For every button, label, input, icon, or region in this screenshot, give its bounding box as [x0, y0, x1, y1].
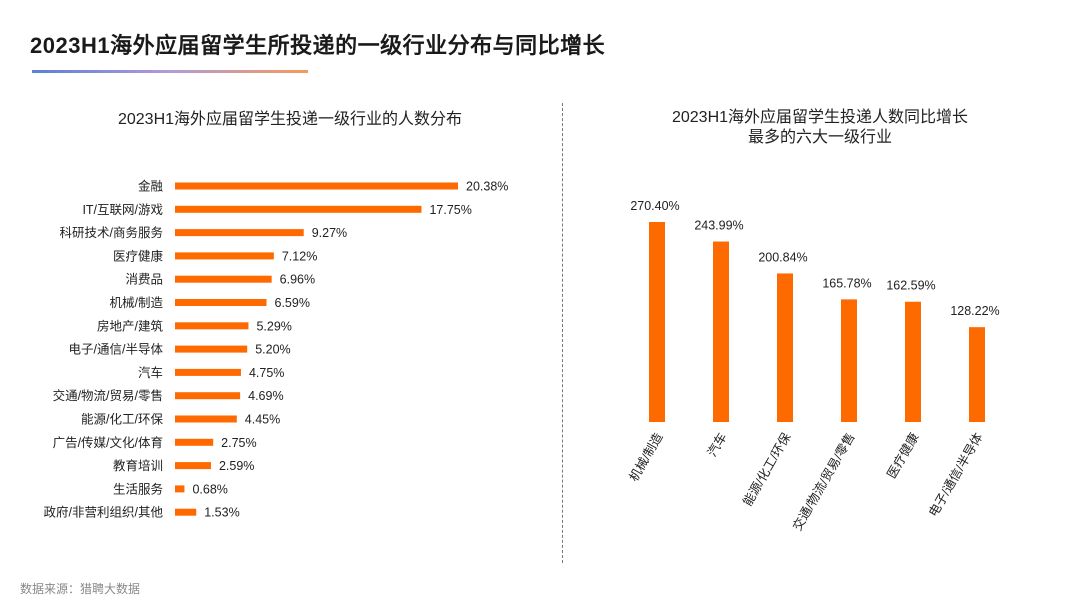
category-label: 生活服务 [113, 481, 163, 496]
category-label: 医疗健康 [113, 248, 164, 263]
data-label: 5.20% [255, 343, 290, 357]
bar [175, 415, 237, 423]
data-label: 7.12% [282, 249, 317, 263]
category-label: 房地产/建筑 [97, 318, 163, 333]
data-label: 9.27% [312, 226, 347, 240]
bar [175, 205, 422, 213]
data-label: 162.59% [886, 279, 935, 293]
industry-distribution-chart: 金融 20.38% IT/互联网/游戏 17.75% 科研技术/商务服务 9.27% 医疗健… [44, 179, 509, 520]
chart-divider [562, 103, 563, 563]
category-label: 政府/非营利组织/其他 [44, 505, 164, 520]
category-label: 汽车 [138, 365, 163, 380]
data-source: 数据来源：猎聘大数据 [20, 582, 141, 596]
data-label: 4.45% [245, 413, 280, 427]
category-label: 教育培训 [113, 458, 163, 473]
bar [175, 368, 241, 376]
category-label: IT/互联网/游戏 [82, 203, 163, 217]
bar [777, 273, 793, 422]
category-label: 电子/通信/半导体 [926, 430, 986, 519]
category-label: 广告/传媒/文化/体育 [53, 435, 163, 450]
category-label: 交通/物流/贸易/零售 [53, 388, 163, 403]
category-label: 金融 [138, 179, 164, 194]
data-label: 6.96% [280, 273, 315, 287]
bar [175, 299, 267, 306]
bar [905, 301, 921, 422]
bar [175, 438, 214, 446]
data-label: 17.75% [429, 203, 471, 217]
bar [175, 182, 458, 190]
bar [713, 241, 729, 422]
data-label: 4.75% [249, 366, 284, 380]
bar [175, 508, 197, 516]
category-label: 电子/通信/半导体 [69, 343, 164, 357]
right-chart-title-line-1: 2023H1海外应届留学生投递人数同比增长 [671, 109, 969, 126]
bar [175, 322, 249, 330]
data-label: 2.59% [219, 459, 254, 473]
bar [649, 222, 665, 422]
data-label: 1.53% [204, 506, 239, 520]
data-label: 20.38% [466, 180, 508, 194]
category-label: 汽车 [704, 430, 729, 459]
left-chart-title: 2023H1海外应届留学生投递一级行业的人数分布 [117, 111, 463, 128]
data-label: 0.68% [192, 482, 227, 496]
bar [175, 252, 274, 260]
data-label: 270.40% [630, 199, 679, 213]
bar [841, 299, 857, 422]
data-label: 6.59% [275, 296, 310, 310]
bar [175, 485, 185, 493]
data-label: 165.78% [822, 276, 871, 290]
data-label: 5.29% [256, 319, 291, 333]
category-label: 消费品 [125, 273, 163, 287]
right-chart-title: 2023H1海外应届留学生投递人数同比增长 最多的六大一级行业 [565, 108, 1075, 148]
data-label: 128.22% [950, 304, 999, 318]
page-title: 2023H1海外应届留学生所投递的一级行业分布与同比增长 [30, 33, 606, 58]
category-label: 能源/化工/环保 [81, 413, 163, 427]
bar [175, 275, 272, 283]
data-label: 2.75% [221, 436, 256, 450]
bar [969, 327, 985, 422]
category-label: 科研技术/商务服务 [60, 225, 163, 240]
category-label: 能源/化工/环保 [740, 430, 793, 508]
data-label: 200.84% [758, 250, 807, 264]
bar [175, 462, 211, 470]
title-underline [32, 70, 308, 73]
bar [175, 345, 248, 353]
category-label: 机械/制造 [626, 430, 666, 484]
data-label: 243.99% [694, 219, 743, 233]
category-label: 医疗健康 [884, 430, 922, 481]
bar [175, 229, 304, 237]
data-label: 4.69% [248, 389, 283, 403]
right-chart-title-line-2: 最多的六大一级行业 [747, 129, 892, 146]
category-label: 机械/制造 [110, 295, 164, 310]
bar [175, 392, 241, 400]
category-label: 交通/物流/贸易/零售 [789, 430, 857, 533]
growth-chart: 270.40% 机械/制造 243.99% 汽车 200.84% 能源/化工/环保 165.… [626, 199, 1000, 533]
